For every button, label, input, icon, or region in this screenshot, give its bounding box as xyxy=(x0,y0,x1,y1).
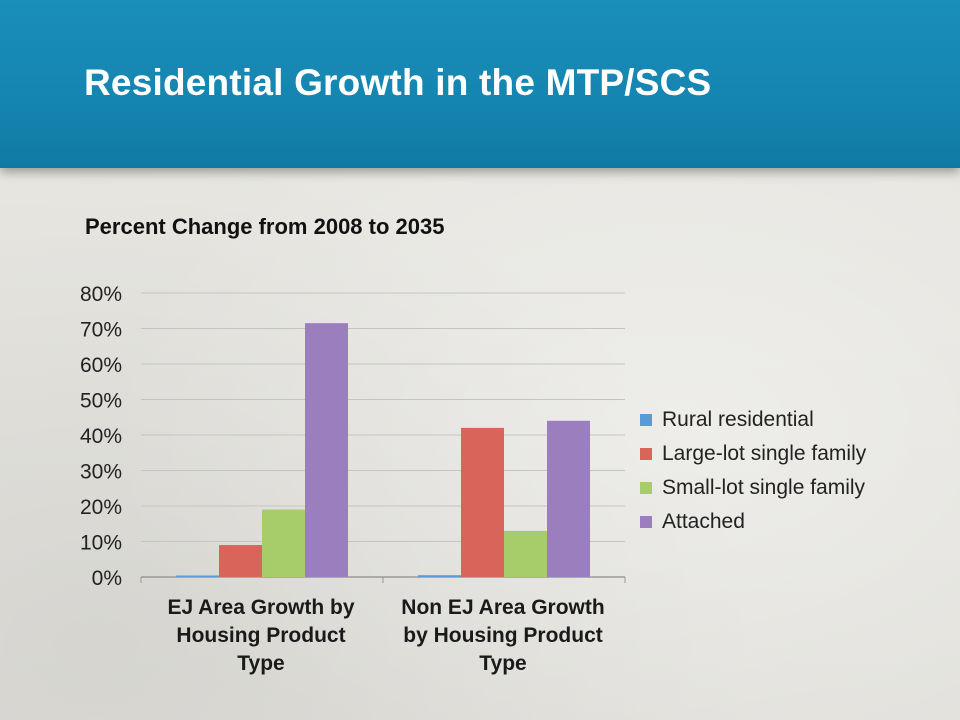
y-tick-label-10: 10% xyxy=(80,532,122,555)
y-tick-label-50: 50% xyxy=(80,390,122,413)
category-label-non-ej-line-1: Non EJ Area Growth xyxy=(401,596,605,619)
legend-label-attached: Attached xyxy=(662,510,745,533)
bar-attached-1 xyxy=(547,420,590,577)
legend-swatch-attached xyxy=(640,516,652,528)
bar-small-lot-single-family-1 xyxy=(504,530,547,577)
legend-swatch-rural xyxy=(640,414,652,426)
y-tick-label-40: 40% xyxy=(80,425,122,448)
bar-small-lot-single-family-0 xyxy=(262,509,305,577)
category-label-non-ej: Non EJ Area Growth by Housing Product Ty… xyxy=(383,594,623,678)
category-label-non-ej-line-2: by Housing Product xyxy=(403,624,603,647)
chart-subtitle: Percent Change from 2008 to 2035 xyxy=(85,214,445,239)
bar-attached-0 xyxy=(305,323,348,577)
category-label-ej-line-1: EJ Area Growth by xyxy=(167,596,355,619)
legend-label-small-lot: Small-lot single family xyxy=(662,476,866,499)
slide-header-band: Residential Growth in the MTP/SCS xyxy=(0,0,960,168)
y-tick-label-30: 30% xyxy=(80,461,122,484)
category-label-ej-line-2: Housing Product xyxy=(176,624,346,647)
y-tick-label-60: 60% xyxy=(80,354,122,377)
bar-large-lot-single-family-1 xyxy=(461,427,504,577)
category-label-non-ej-line-3: Type xyxy=(479,652,527,675)
y-tick-label-0: 0% xyxy=(92,567,122,590)
category-label-ej-line-3: Type xyxy=(237,652,285,675)
legend-swatch-small-lot xyxy=(640,482,652,494)
y-tick-label-80: 80% xyxy=(80,283,122,306)
y-tick-label-20: 20% xyxy=(80,496,122,519)
bar-large-lot-single-family-0 xyxy=(219,545,262,577)
y-tick-label-70: 70% xyxy=(80,319,122,342)
bar-rural-residential-0 xyxy=(176,575,219,577)
category-label-ej: EJ Area Growth by Housing Product Type xyxy=(141,594,381,678)
legend-label-large-lot: Large-lot single family xyxy=(662,442,867,465)
legend-label-rural: Rural residential xyxy=(662,408,814,431)
bar-rural-residential-1 xyxy=(418,575,461,577)
legend-swatch-large-lot xyxy=(640,448,652,460)
slide-title: Residential Growth in the MTP/SCS xyxy=(84,62,712,103)
